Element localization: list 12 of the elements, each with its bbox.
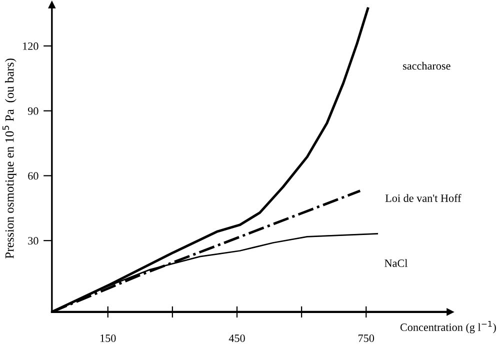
x-tick-label: 450: [228, 334, 245, 342]
y-tick-label: 60: [28, 172, 38, 180]
text: Loi de van't Hoff: [385, 194, 462, 202]
y-axis-title: Pression osmotique en 10$^{5}$ Pa (ou bars): [2, 58, 16, 258]
y-tick-label: 30: [28, 237, 38, 245]
y-tick-label: 120: [23, 42, 38, 50]
x-tick-label: 750: [358, 334, 374, 342]
y-tick-label: 90: [28, 107, 38, 115]
text: saccharose: [403, 62, 450, 70]
x-tick-label: 150: [100, 334, 116, 342]
x-axis-title: Concentration (g l$^{−1}$): [400, 320, 496, 334]
text: NaCl: [384, 259, 408, 267]
